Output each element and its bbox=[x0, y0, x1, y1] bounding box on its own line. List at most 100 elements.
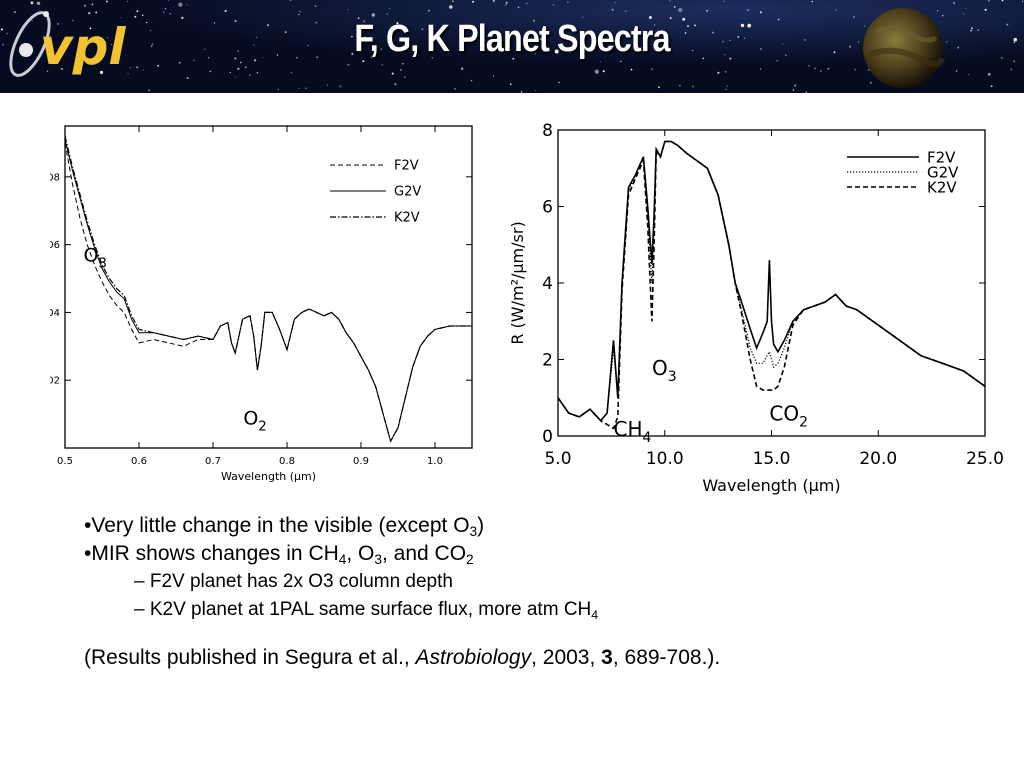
x-tick-label: 5.0 bbox=[544, 449, 571, 469]
sub-bullet-item: – F2V planet has 2x O3 column depth bbox=[84, 568, 1004, 596]
star bbox=[694, 24, 696, 27]
star bbox=[2, 43, 4, 46]
star bbox=[724, 70, 727, 73]
star bbox=[669, 17, 672, 20]
star bbox=[315, 21, 318, 24]
star bbox=[648, 16, 652, 19]
star bbox=[678, 8, 683, 13]
star bbox=[362, 60, 365, 63]
star bbox=[370, 56, 373, 58]
starfield-background bbox=[0, 0, 1024, 93]
star bbox=[46, 70, 49, 72]
text-run: , 689-708.). bbox=[612, 646, 721, 669]
star bbox=[965, 7, 967, 9]
text-run: ) bbox=[477, 514, 485, 537]
star bbox=[106, 36, 109, 39]
star bbox=[653, 24, 656, 26]
star bbox=[298, 87, 300, 89]
text-run: •Very little change in the visible (exce… bbox=[84, 514, 470, 537]
star bbox=[854, 68, 857, 71]
star bbox=[853, 15, 856, 18]
star bbox=[136, 66, 139, 69]
legend-label: K2V bbox=[927, 178, 957, 196]
star bbox=[819, 70, 822, 72]
annotation-subscript: 4 bbox=[643, 430, 652, 446]
star bbox=[582, 16, 584, 18]
star bbox=[186, 77, 189, 80]
star bbox=[1013, 60, 1016, 63]
x-tick-label: 0.7 bbox=[205, 456, 221, 467]
star bbox=[498, 41, 500, 44]
star bbox=[428, 9, 430, 12]
star bbox=[428, 28, 431, 30]
star bbox=[724, 54, 726, 56]
star bbox=[149, 29, 152, 32]
star bbox=[157, 64, 160, 67]
annotation-text: CO bbox=[769, 402, 799, 426]
star bbox=[229, 71, 231, 74]
visible-spectrum-chart: 0.5 0.6 0.7 0.8 0.9 1.0 0.02 0.04 0.06 0.08 Wavele… bbox=[38, 120, 480, 490]
star bbox=[1013, 41, 1016, 44]
star bbox=[1010, 68, 1013, 71]
star bbox=[388, 7, 390, 10]
star bbox=[339, 85, 342, 88]
annotation-text: O bbox=[84, 245, 99, 267]
star bbox=[178, 61, 181, 64]
star bbox=[984, 8, 987, 11]
star bbox=[857, 41, 860, 43]
star bbox=[599, 60, 602, 63]
x-tick-label: 10.0 bbox=[646, 449, 684, 469]
star bbox=[234, 76, 236, 78]
star bbox=[307, 44, 309, 46]
citation: (Results published in Segura et al., Ast… bbox=[84, 644, 1004, 672]
star bbox=[169, 13, 171, 15]
star bbox=[835, 9, 837, 11]
star bbox=[461, 67, 464, 70]
star bbox=[785, 54, 787, 56]
x-tick-label: 0.8 bbox=[279, 456, 295, 467]
star bbox=[84, 4, 87, 7]
star bbox=[1001, 0, 1004, 2]
star bbox=[711, 31, 714, 34]
star bbox=[256, 71, 259, 74]
star bbox=[988, 0, 990, 2]
star bbox=[747, 9, 750, 12]
star bbox=[737, 35, 740, 38]
star bbox=[0, 28, 3, 31]
x-tick-label: 20.0 bbox=[859, 449, 897, 469]
star bbox=[658, 86, 660, 89]
star bbox=[237, 67, 240, 70]
star bbox=[290, 72, 292, 74]
star bbox=[167, 0, 170, 1]
star bbox=[245, 66, 247, 68]
star bbox=[371, 13, 375, 17]
star bbox=[193, 59, 195, 61]
star bbox=[569, 51, 571, 54]
star bbox=[459, 36, 462, 39]
y-tick-label: 8 bbox=[542, 121, 553, 141]
star bbox=[30, 1, 34, 5]
legend-label: G2V bbox=[927, 163, 959, 181]
star bbox=[276, 54, 279, 56]
star bbox=[89, 27, 92, 30]
star bbox=[36, 1, 41, 6]
star bbox=[811, 0, 814, 3]
star bbox=[314, 5, 317, 7]
star bbox=[759, 11, 762, 14]
star bbox=[725, 88, 727, 91]
star bbox=[849, 45, 852, 48]
annotation-subscript: 2 bbox=[799, 415, 808, 431]
star bbox=[814, 67, 816, 70]
star bbox=[499, 37, 502, 40]
star bbox=[520, 91, 523, 93]
star bbox=[760, 48, 762, 50]
legend-label: K2V bbox=[394, 211, 420, 226]
star bbox=[945, 41, 948, 43]
star bbox=[723, 0, 725, 2]
star bbox=[136, 10, 139, 13]
annotation-text: O bbox=[652, 356, 668, 380]
star bbox=[253, 44, 255, 46]
star bbox=[505, 4, 507, 6]
star bbox=[360, 28, 363, 31]
star bbox=[505, 1, 508, 4]
